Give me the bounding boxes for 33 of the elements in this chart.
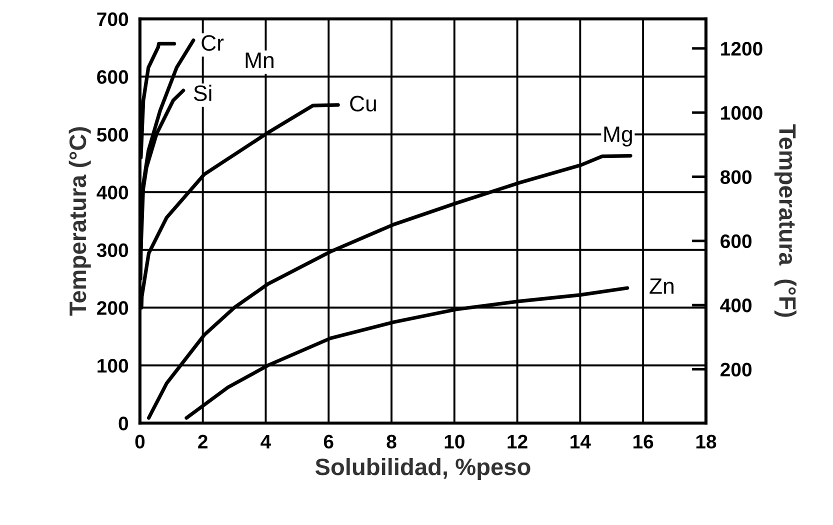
y-tick-label: 400 [96, 186, 128, 200]
annotation: Zn [650, 278, 674, 294]
y-tick-label: 700 [97, 12, 128, 26]
y-axis-title: Temperatura (°C) [68, 127, 91, 316]
x-tick-label: 18 [696, 434, 716, 449]
annotation: Si [194, 84, 212, 102]
y2-axis-title: Temperatura (°F) [774, 124, 796, 317]
x-tick-label: 12 [508, 434, 528, 448]
x-tick-label: 10 [444, 434, 464, 449]
y2-tick-label: 600 [720, 234, 752, 248]
y-tick-label: 500 [96, 128, 128, 142]
y-tick-label: 300 [96, 243, 128, 258]
y2-tick-label: 1200 [721, 42, 762, 56]
x-tick-label: 4 [260, 434, 272, 448]
y-tick-label: 600 [97, 70, 128, 84]
x-axis-title: Solubilidad, %peso [315, 458, 530, 480]
x-tick-label: 16 [633, 434, 654, 449]
annotation: Cr [202, 35, 224, 51]
annotation: Mg [604, 126, 632, 146]
y-tick-label: 0 [118, 416, 128, 430]
annotation: Mn [246, 52, 274, 68]
y-tick-label: 200 [97, 301, 128, 315]
y-tick-label: 100 [98, 358, 128, 373]
y2-tick-label: 800 [720, 170, 752, 184]
x-tick-label: 8 [386, 434, 396, 449]
annotation: Cu [350, 96, 376, 112]
x-tick-label: 2 [198, 434, 208, 448]
x-tick-label: 0 [135, 434, 145, 449]
y2-tick-label: 1000 [721, 106, 762, 120]
x-tick-label: 6 [324, 434, 334, 449]
y2-tick-label: 400 [720, 298, 752, 312]
y2-tick-label: 200 [720, 362, 752, 376]
x-tick-label: 14 [570, 434, 591, 448]
